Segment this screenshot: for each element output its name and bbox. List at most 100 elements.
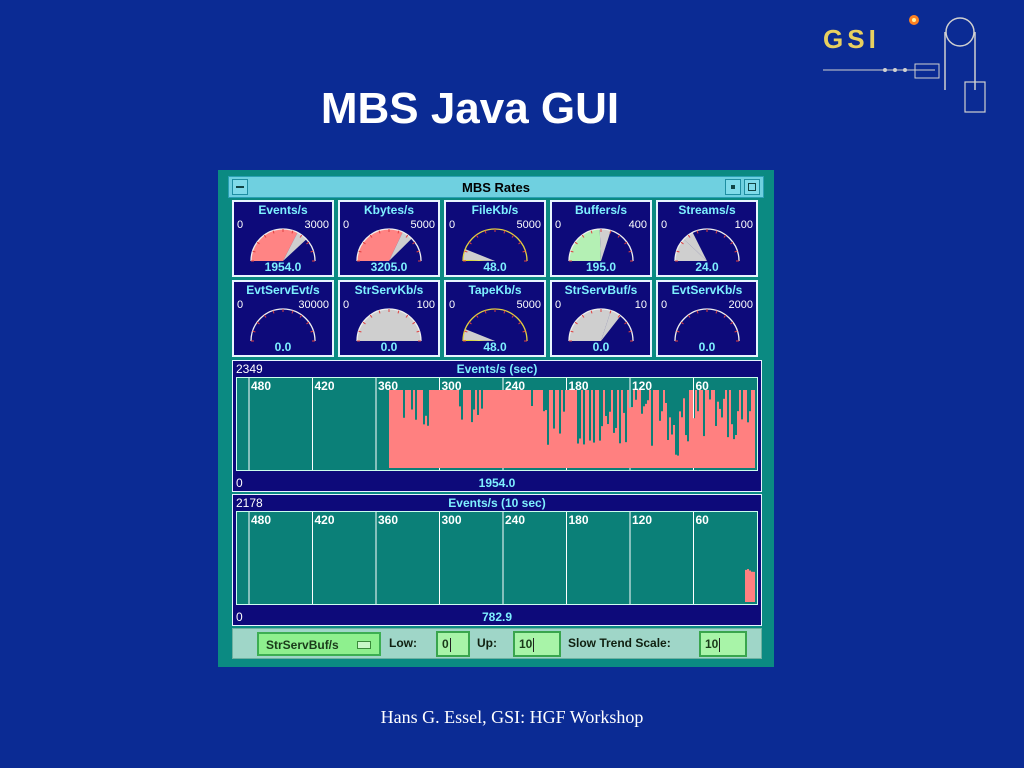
gauge-value: 48.0 bbox=[483, 260, 507, 274]
maximize-button[interactable] bbox=[744, 179, 760, 195]
trend-bar bbox=[471, 422, 473, 468]
gauge-fill bbox=[357, 229, 403, 261]
gauge-tick bbox=[310, 250, 314, 253]
trend-bar bbox=[521, 390, 523, 468]
trend-bar bbox=[389, 390, 391, 468]
gauge-dial bbox=[356, 228, 422, 262]
trend-bar bbox=[701, 390, 703, 468]
gauge-tick bbox=[252, 250, 256, 253]
trend-bar bbox=[737, 411, 739, 468]
gauge-fill bbox=[569, 229, 601, 261]
trend-bar bbox=[709, 399, 711, 468]
window-menu-button[interactable] bbox=[232, 179, 248, 195]
slow-trend-scale-input[interactable]: 10 bbox=[699, 631, 747, 657]
trend-bar bbox=[501, 390, 503, 468]
trend-bar bbox=[695, 390, 697, 468]
trend-bar bbox=[629, 407, 631, 468]
gauge-needle-shade bbox=[389, 232, 412, 261]
trend-bar bbox=[689, 390, 691, 468]
trend-bar bbox=[507, 390, 509, 468]
minimize-button[interactable] bbox=[725, 179, 741, 195]
gauge-min: 0 bbox=[343, 219, 350, 231]
trend-bar bbox=[431, 390, 433, 468]
trend-bar bbox=[565, 390, 567, 468]
gauge-max: 10 bbox=[634, 299, 647, 311]
rate-selector-dropdown[interactable]: StrServBuf/s bbox=[257, 632, 381, 656]
trend-tick-label: 360 bbox=[378, 513, 398, 527]
trend-bar bbox=[511, 390, 513, 468]
trend-bar bbox=[667, 440, 669, 468]
gauge-dial bbox=[568, 228, 634, 262]
trend-bar bbox=[589, 440, 591, 468]
trend-bar bbox=[407, 390, 409, 468]
trend-bar bbox=[493, 390, 495, 468]
gauge-kbytess: Kbytes/s 0 5000 3205.0 bbox=[338, 200, 440, 277]
gauge-min: 0 bbox=[237, 299, 244, 311]
gauge-tick bbox=[306, 321, 310, 325]
gauge-tick bbox=[468, 321, 472, 325]
trend-bar bbox=[645, 403, 647, 468]
trend-bar bbox=[693, 418, 695, 468]
trend-bar bbox=[461, 419, 463, 468]
gauge-tick bbox=[362, 241, 366, 245]
gauge-tick bbox=[252, 330, 256, 333]
trend-bar bbox=[569, 390, 571, 468]
gauge-min: 0 bbox=[661, 219, 668, 231]
trend-bar bbox=[725, 390, 727, 468]
trend-bar bbox=[487, 390, 489, 468]
low-label: Low: bbox=[389, 636, 417, 650]
gauge-tick bbox=[484, 230, 487, 234]
trend-bar bbox=[655, 390, 657, 468]
gauge-max: 30000 bbox=[298, 299, 329, 311]
trend-bar bbox=[615, 427, 617, 468]
trend-ymax: 2178 bbox=[236, 496, 263, 510]
trend-bar bbox=[529, 390, 531, 468]
gauge-tick bbox=[416, 330, 420, 333]
gauge-tick bbox=[405, 314, 409, 318]
gauge-tick bbox=[730, 321, 734, 325]
gauge-tick bbox=[291, 230, 294, 234]
gauge-tick bbox=[412, 321, 416, 325]
gsi-logo: GSI bbox=[815, 10, 995, 120]
trend-bar bbox=[647, 400, 649, 468]
trend-bar bbox=[747, 422, 749, 468]
trend-bar bbox=[585, 390, 587, 468]
gauge-title: StrServKb/s bbox=[354, 283, 424, 297]
trend-bar bbox=[719, 408, 721, 468]
gauge-max: 400 bbox=[628, 219, 647, 231]
window-titlebar[interactable]: MBS Rates bbox=[228, 176, 764, 198]
gauge-title: EvtServEvt/s bbox=[246, 283, 320, 297]
trend-bar bbox=[455, 390, 457, 468]
trend-bar bbox=[527, 390, 529, 468]
low-input[interactable]: 0 bbox=[436, 631, 470, 657]
gauge-min: 0 bbox=[661, 299, 668, 311]
trend-bar bbox=[653, 390, 655, 468]
gauge-tick bbox=[475, 314, 479, 318]
trend-bar bbox=[395, 390, 397, 468]
trend-bar bbox=[683, 398, 685, 468]
gauge-min: 0 bbox=[343, 299, 350, 311]
trend-bar bbox=[699, 390, 701, 468]
trend-bar bbox=[711, 390, 713, 468]
trend-bar bbox=[597, 390, 599, 468]
trend-bar bbox=[405, 390, 407, 468]
trend-bar bbox=[417, 390, 419, 468]
trend-bar bbox=[469, 390, 471, 468]
gauge-tick bbox=[362, 321, 366, 325]
up-input[interactable]: 10 bbox=[513, 631, 561, 657]
gauge-tick bbox=[581, 234, 585, 238]
gauge-tick bbox=[306, 241, 310, 245]
trend-bar bbox=[399, 390, 401, 468]
trend-bar bbox=[463, 390, 465, 468]
trend-bar bbox=[577, 443, 579, 468]
trend-bar bbox=[503, 390, 505, 468]
trend-bar bbox=[441, 390, 443, 468]
gauge-tick bbox=[272, 230, 275, 234]
trend-events-sec: 2349 Events/s (sec) 480 420 360 300 240 180 12… bbox=[232, 360, 762, 492]
gauge-max: 5000 bbox=[516, 219, 541, 231]
trend-tick-label: 180 bbox=[569, 513, 589, 527]
trend-bar bbox=[391, 390, 393, 468]
trend-bar bbox=[505, 390, 507, 468]
gauge-tick bbox=[730, 241, 734, 245]
gauge-tick bbox=[581, 314, 585, 318]
